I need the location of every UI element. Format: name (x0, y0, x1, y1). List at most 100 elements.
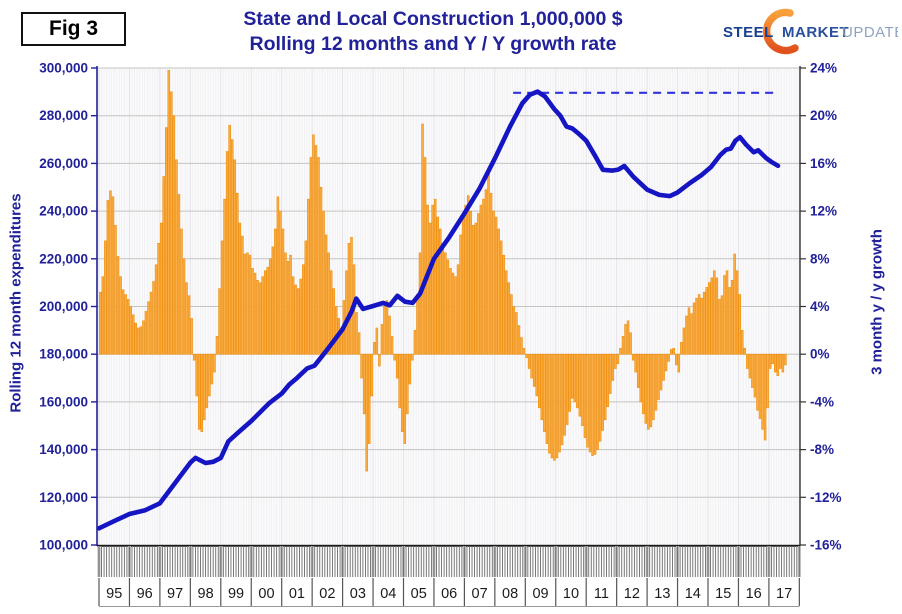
logo-crescent-icon (762, 8, 799, 55)
growth-bar (474, 222, 478, 355)
growth-bar (439, 228, 442, 355)
growth-bar (289, 254, 292, 355)
growth-bar (106, 200, 110, 355)
growth-bar (565, 353, 569, 425)
growth-bar (177, 194, 181, 355)
growth-bar (502, 254, 505, 355)
growth-bar (697, 294, 701, 355)
growth-bar (230, 139, 234, 355)
growth-bar (314, 145, 318, 355)
growth-bar (657, 353, 660, 400)
growth-bar (403, 353, 407, 444)
growth-bar (540, 353, 544, 421)
growth-bar (647, 353, 650, 430)
growth-bar (109, 190, 112, 355)
figure-number-badge: Fig 3 (21, 12, 127, 46)
right-tick-label: -8% (810, 442, 834, 457)
left-tick-label: 220,000 (39, 251, 88, 266)
growth-bar (433, 198, 437, 355)
growth-bar (644, 353, 648, 424)
growth-bar (190, 318, 193, 355)
left-tick-label: 120,000 (39, 490, 88, 505)
growth-bar (350, 237, 353, 355)
growth-bar (756, 353, 759, 411)
growth-bar (104, 240, 107, 355)
growth-bar (421, 123, 424, 355)
left-tick-label: 100,000 (39, 538, 88, 553)
growth-bar (223, 198, 226, 355)
growth-bar (459, 234, 462, 355)
growth-bar (175, 159, 178, 355)
growth-bar (266, 266, 269, 355)
growth-bar (213, 353, 216, 373)
growth-bar (170, 91, 173, 355)
growth-bar (203, 353, 206, 421)
right-tick-label: 4% (810, 299, 830, 314)
growth-bar (682, 327, 686, 355)
year-label: 95 (106, 586, 122, 602)
growth-bar (743, 347, 747, 355)
growth-bar (461, 216, 465, 355)
right-axis-title: 3 month y / y growth (868, 229, 886, 375)
growth-bar (180, 228, 183, 355)
growth-bar (428, 222, 432, 355)
growth-bar (479, 204, 483, 355)
growth-bar (279, 210, 282, 355)
growth-bar (695, 297, 698, 355)
growth-bar (378, 353, 381, 367)
year-label: 16 (746, 586, 762, 602)
growth-bars (99, 70, 787, 472)
growth-bar (345, 270, 348, 355)
growth-bar (525, 353, 528, 359)
growth-bar (560, 353, 564, 446)
growth-bar (685, 315, 688, 355)
growth-bar (558, 353, 561, 453)
growth-bar (208, 353, 211, 397)
growth-bar (355, 312, 358, 355)
left-tick-label: 200,000 (39, 299, 88, 314)
growth-bar (619, 347, 622, 355)
growth-bar (621, 336, 625, 355)
growth-bar (629, 332, 632, 355)
growth-bar (418, 252, 422, 355)
right-tick-label: 12% (810, 204, 837, 219)
growth-bar (746, 353, 749, 369)
growth-bar (129, 306, 132, 355)
growth-bar (302, 264, 305, 355)
growth-bar (121, 289, 125, 355)
growth-bar (593, 353, 597, 455)
growth-bar (672, 347, 675, 355)
year-label: 09 (532, 586, 548, 602)
growth-bar (400, 353, 404, 433)
growth-bar (725, 270, 729, 355)
chart-title-line1: State and Local Construction 1,000,000 $ (243, 8, 623, 30)
year-label: 01 (289, 586, 305, 602)
growth-bar (132, 314, 135, 355)
year-label: 08 (502, 586, 518, 602)
growth-bar (766, 353, 769, 409)
right-tick-label: -12% (810, 490, 842, 505)
growth-bar (137, 327, 140, 355)
growth-bar (735, 270, 739, 355)
growth-bar (444, 252, 447, 355)
growth-bar (294, 284, 297, 355)
growth-bar (172, 115, 176, 355)
growth-bar (380, 324, 384, 355)
growth-bar (309, 157, 313, 355)
growth-bar (768, 353, 772, 369)
year-label: 03 (350, 586, 366, 602)
growth-bar (603, 353, 607, 421)
year-label: 15 (715, 586, 731, 602)
growth-bar (517, 325, 521, 355)
growth-bar (715, 277, 719, 355)
growth-bar (614, 353, 617, 369)
growth-bar (654, 353, 658, 411)
growth-bar (677, 353, 681, 373)
right-tick-label: 0% (810, 347, 830, 362)
growth-bar (761, 353, 764, 430)
growth-bar (753, 353, 757, 398)
growth-bar (639, 353, 643, 403)
growth-bar (779, 353, 782, 369)
growth-bar (256, 279, 259, 355)
steel-market-update-logo: STEEL MARKET UPDATE (723, 8, 898, 55)
